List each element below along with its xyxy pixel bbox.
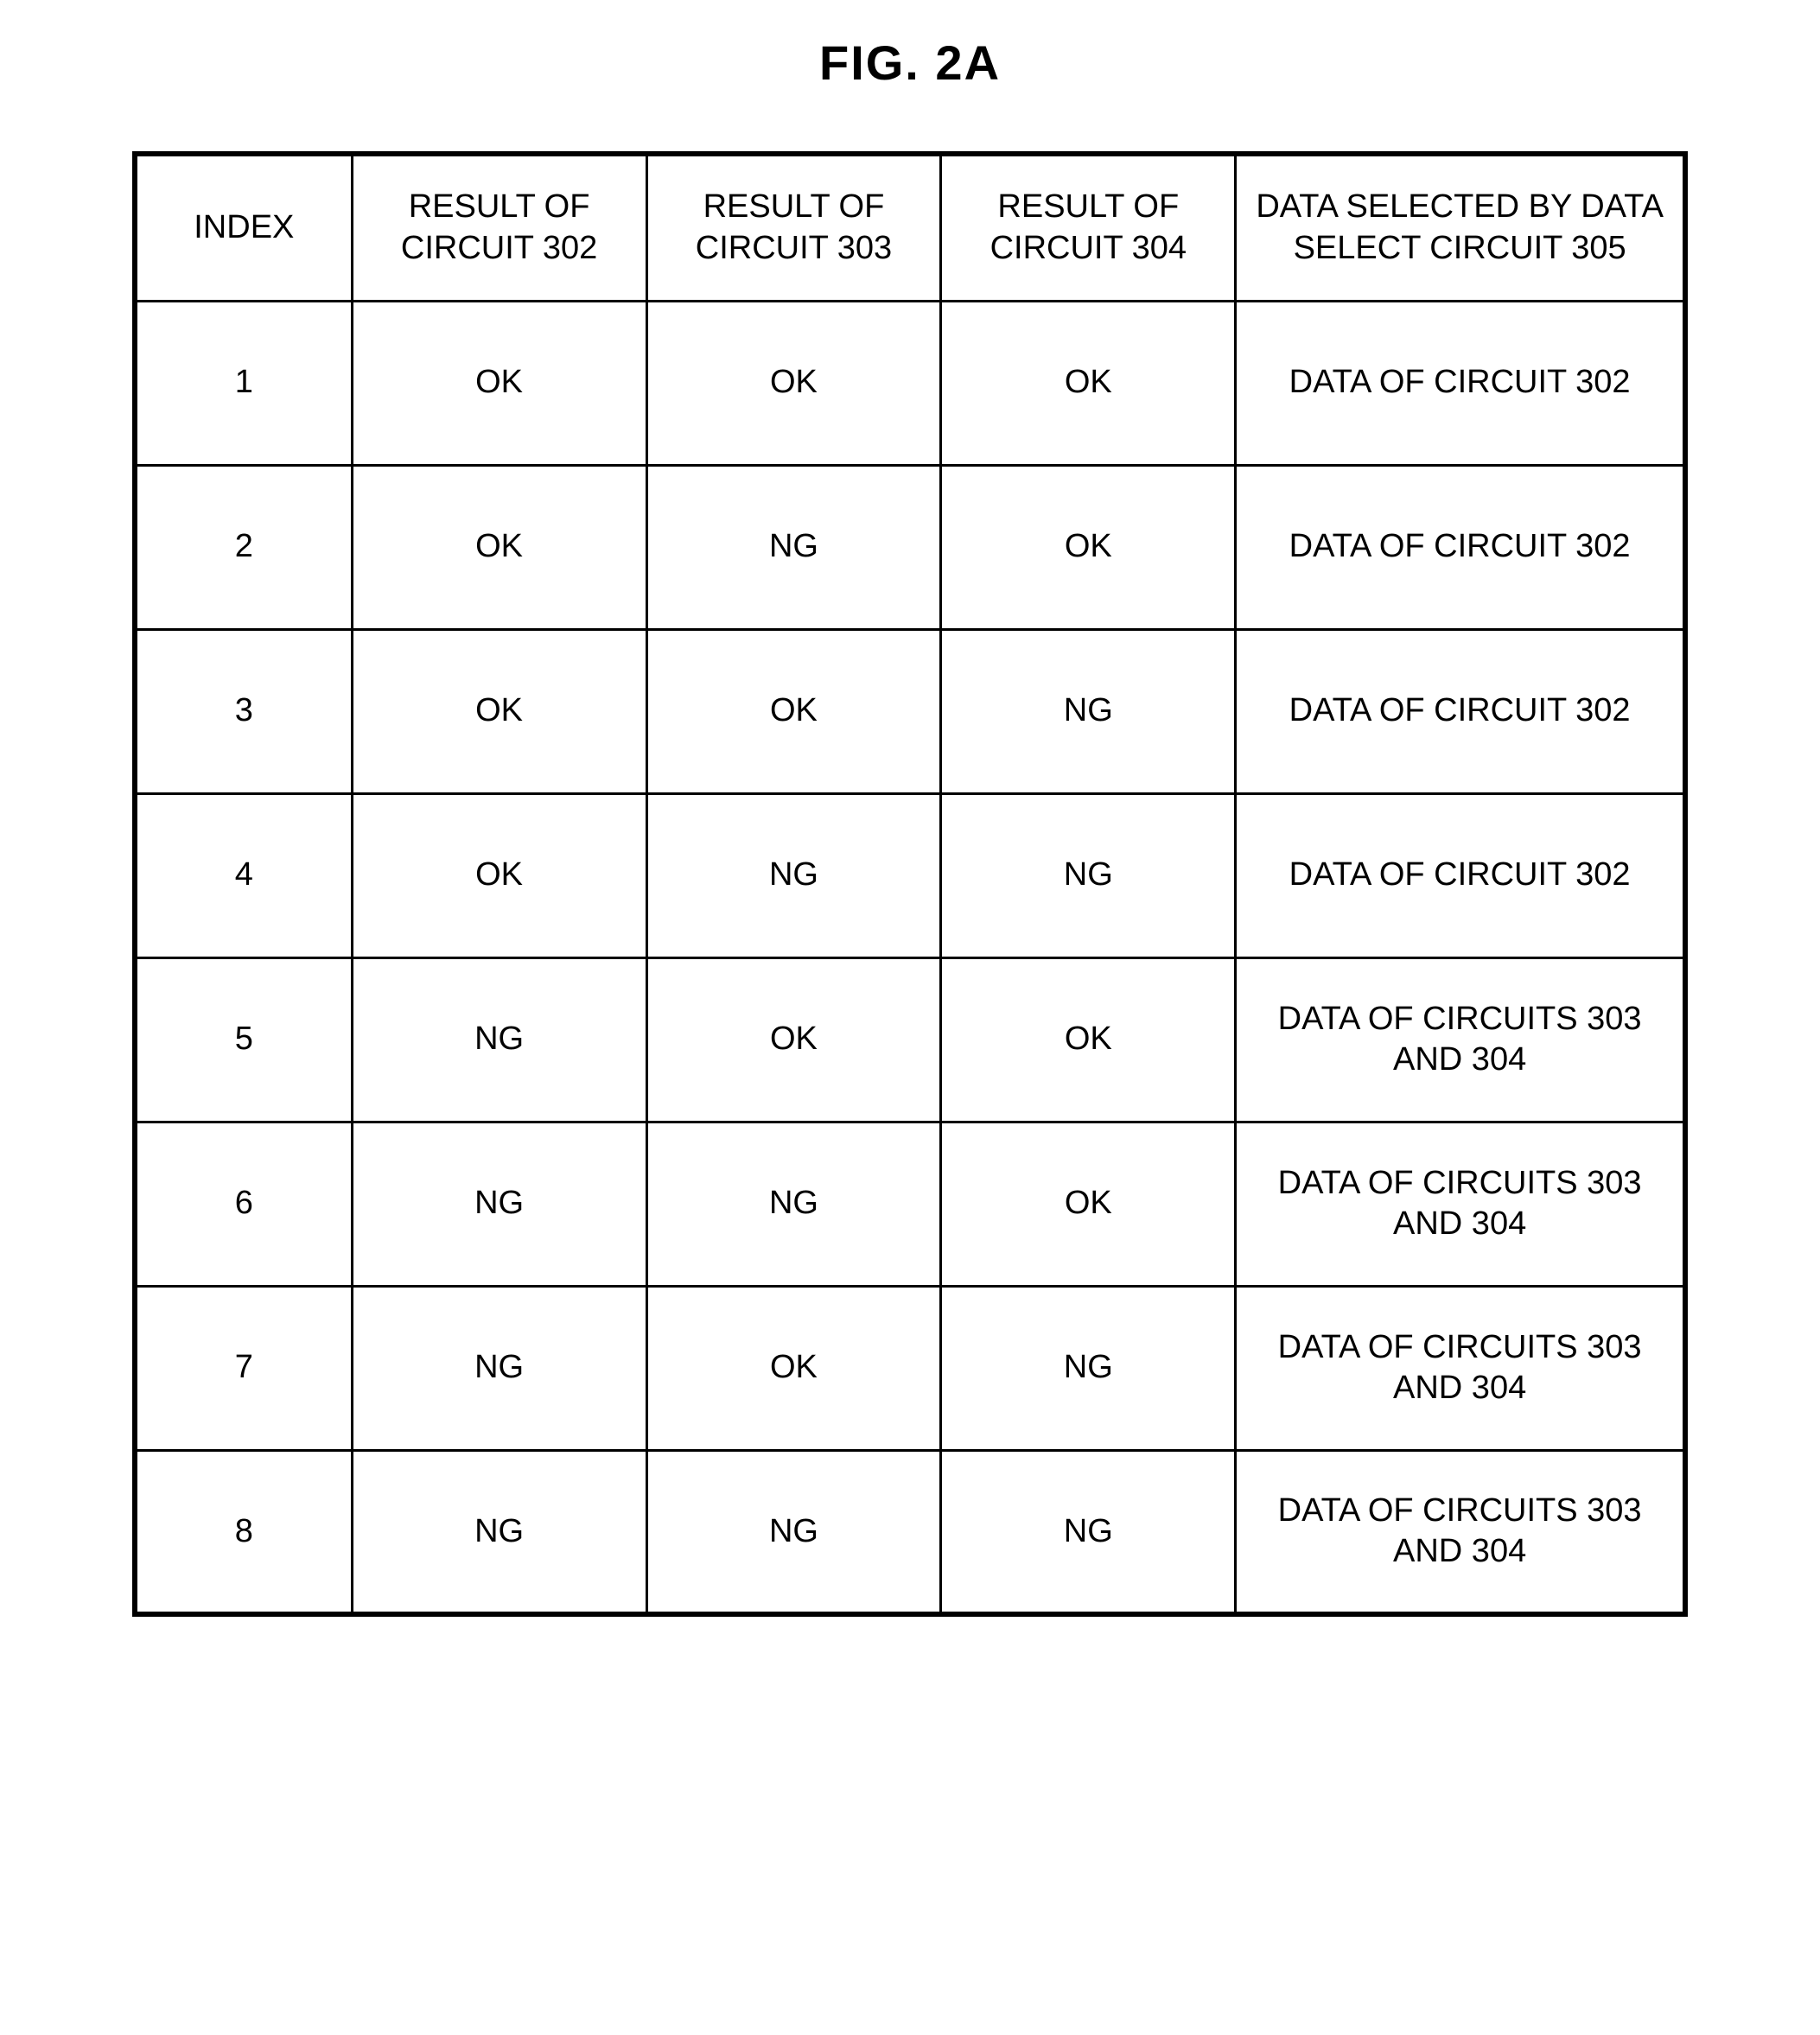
cell-index: 1: [135, 301, 352, 465]
cell-result-304: OK: [941, 465, 1236, 629]
cell-selected: DATA OF CIRCUITS 303 AND 304: [1236, 1122, 1685, 1286]
cell-result-303: NG: [646, 793, 941, 957]
cell-result-302: OK: [352, 793, 646, 957]
cell-result-304: OK: [941, 1122, 1236, 1286]
col-header-result-303: RESULT OF CIRCUIT 303: [646, 154, 941, 301]
cell-result-304: OK: [941, 301, 1236, 465]
table-container: INDEX RESULT OF CIRCUIT 302 RESULT OF CI…: [132, 151, 1688, 1617]
cell-index: 4: [135, 793, 352, 957]
cell-result-302: NG: [352, 1286, 646, 1450]
col-header-selected: DATA SELECTED BY DATA SELECT CIRCUIT 305: [1236, 154, 1685, 301]
cell-index: 7: [135, 1286, 352, 1450]
cell-result-302: OK: [352, 465, 646, 629]
cell-result-303: NG: [646, 1122, 941, 1286]
col-header-result-302: RESULT OF CIRCUIT 302: [352, 154, 646, 301]
table-row: 8 NG NG NG DATA OF CIRCUITS 303 AND 304: [135, 1450, 1685, 1614]
cell-selected: DATA OF CIRCUITS 303 AND 304: [1236, 957, 1685, 1122]
cell-selected: DATA OF CIRCUITS 303 AND 304: [1236, 1286, 1685, 1450]
cell-result-304: NG: [941, 629, 1236, 793]
cell-result-304: NG: [941, 1450, 1236, 1614]
cell-selected: DATA OF CIRCUITS 303 AND 304: [1236, 1450, 1685, 1614]
cell-result-302: OK: [352, 629, 646, 793]
cell-selected: DATA OF CIRCUIT 302: [1236, 629, 1685, 793]
cell-result-303: NG: [646, 1450, 941, 1614]
cell-index: 2: [135, 465, 352, 629]
table-row: 4 OK NG NG DATA OF CIRCUIT 302: [135, 793, 1685, 957]
cell-result-303: OK: [646, 957, 941, 1122]
cell-result-304: NG: [941, 1286, 1236, 1450]
table-row: 1 OK OK OK DATA OF CIRCUIT 302: [135, 301, 1685, 465]
table-row: 2 OK NG OK DATA OF CIRCUIT 302: [135, 465, 1685, 629]
cell-result-303: OK: [646, 1286, 941, 1450]
cell-index: 6: [135, 1122, 352, 1286]
cell-selected: DATA OF CIRCUIT 302: [1236, 465, 1685, 629]
col-header-index: INDEX: [135, 154, 352, 301]
cell-selected: DATA OF CIRCUIT 302: [1236, 793, 1685, 957]
cell-result-303: OK: [646, 629, 941, 793]
table-row: 5 NG OK OK DATA OF CIRCUITS 303 AND 304: [135, 957, 1685, 1122]
cell-selected: DATA OF CIRCUIT 302: [1236, 301, 1685, 465]
figure-title: FIG. 2A: [35, 35, 1785, 91]
table-row: 6 NG NG OK DATA OF CIRCUITS 303 AND 304: [135, 1122, 1685, 1286]
cell-result-304: OK: [941, 957, 1236, 1122]
cell-result-304: NG: [941, 793, 1236, 957]
cell-result-302: OK: [352, 301, 646, 465]
col-header-result-304: RESULT OF CIRCUIT 304: [941, 154, 1236, 301]
cell-index: 5: [135, 957, 352, 1122]
cell-result-302: NG: [352, 1122, 646, 1286]
cell-index: 3: [135, 629, 352, 793]
table-row: 7 NG OK NG DATA OF CIRCUITS 303 AND 304: [135, 1286, 1685, 1450]
table-header-row: INDEX RESULT OF CIRCUIT 302 RESULT OF CI…: [135, 154, 1685, 301]
cell-index: 8: [135, 1450, 352, 1614]
table-row: 3 OK OK NG DATA OF CIRCUIT 302: [135, 629, 1685, 793]
cell-result-302: NG: [352, 957, 646, 1122]
cell-result-303: OK: [646, 301, 941, 465]
results-table: INDEX RESULT OF CIRCUIT 302 RESULT OF CI…: [132, 151, 1688, 1617]
cell-result-303: NG: [646, 465, 941, 629]
cell-result-302: NG: [352, 1450, 646, 1614]
